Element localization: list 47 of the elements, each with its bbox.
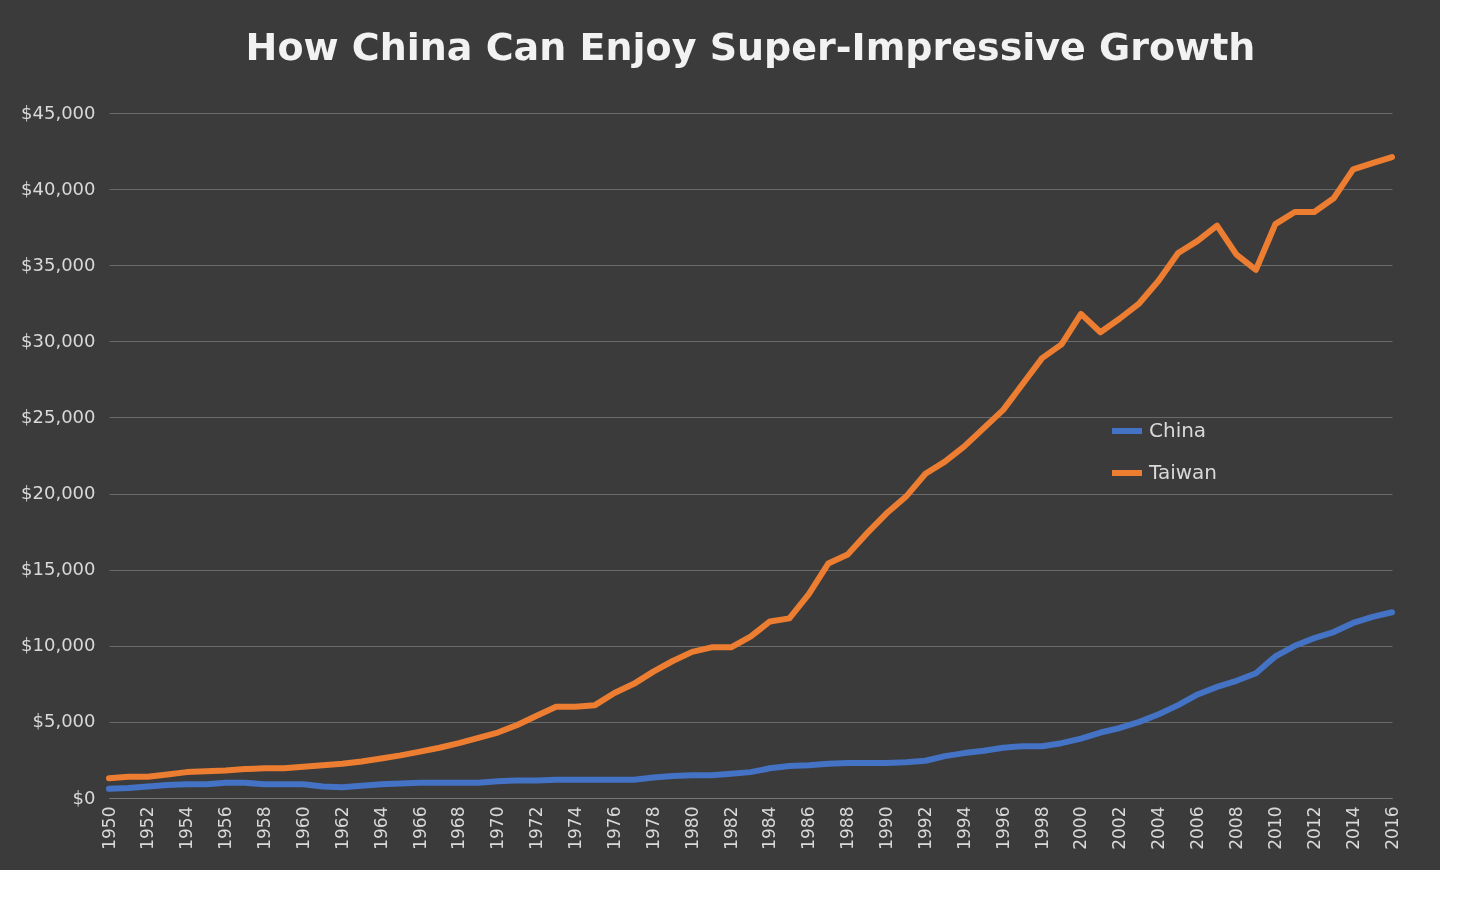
legend-label: China <box>1149 418 1207 442</box>
x-tick-label: 1992 <box>914 806 935 850</box>
y-tick-label: $0 <box>72 786 96 808</box>
y-tick-label: $15,000 <box>21 558 96 580</box>
x-tick-label: 2016 <box>1381 806 1402 850</box>
chart-title: How China Can Enjoy Super-Impressive Growth <box>245 25 1256 69</box>
x-tick-label: 1974 <box>565 806 586 850</box>
x-tick-label: 1982 <box>720 806 741 850</box>
x-tick-label: 1986 <box>798 806 819 850</box>
y-tick-label: $20,000 <box>21 482 96 504</box>
x-tick-label: 1994 <box>953 806 974 850</box>
x-tick-label: 1996 <box>992 806 1013 850</box>
x-tick-label: 1970 <box>487 806 508 850</box>
x-tick-label: 1976 <box>603 806 624 850</box>
x-tick-label: 2006 <box>1187 806 1208 850</box>
x-tick-label: 2008 <box>1225 806 1246 850</box>
x-tick-label: 1990 <box>876 806 897 850</box>
x-tick-label: 2010 <box>1264 806 1285 850</box>
x-tick-label: 1978 <box>642 806 663 850</box>
y-tick-label: $40,000 <box>21 177 96 199</box>
x-tick-label: 1968 <box>448 806 469 850</box>
x-tick-label: 2014 <box>1342 806 1363 850</box>
x-tick-label: 2002 <box>1109 806 1130 850</box>
y-tick-label: $35,000 <box>21 253 96 275</box>
x-tick-label: 1998 <box>1031 806 1052 850</box>
legend-label: Taiwan <box>1148 460 1218 484</box>
x-tick-label: 1988 <box>837 806 858 850</box>
x-tick-label: 1958 <box>254 806 275 850</box>
x-tick-label: 2012 <box>1303 806 1324 850</box>
x-tick-label: 1964 <box>370 806 391 850</box>
x-tick-label: 1960 <box>292 806 313 850</box>
x-tick-label: 1962 <box>331 806 352 850</box>
x-tick-label: 1952 <box>137 806 158 850</box>
x-tick-label: 1966 <box>409 806 430 850</box>
x-tick-label: 1954 <box>176 806 197 850</box>
x-tick-label: 1980 <box>681 806 702 850</box>
x-tick-label: 1984 <box>759 806 780 850</box>
y-tick-label: $10,000 <box>21 634 96 656</box>
y-tick-label: $30,000 <box>21 329 96 351</box>
x-tick-label: 2004 <box>1148 806 1169 850</box>
x-tick-label: 1950 <box>98 806 119 850</box>
x-tick-label: 1972 <box>526 806 547 850</box>
y-tick-label: $5,000 <box>32 710 96 732</box>
x-tick-label: 1956 <box>215 806 236 850</box>
x-tick-label: 2000 <box>1070 806 1091 850</box>
y-tick-label: $45,000 <box>21 101 96 123</box>
y-tick-label: $25,000 <box>21 405 96 427</box>
